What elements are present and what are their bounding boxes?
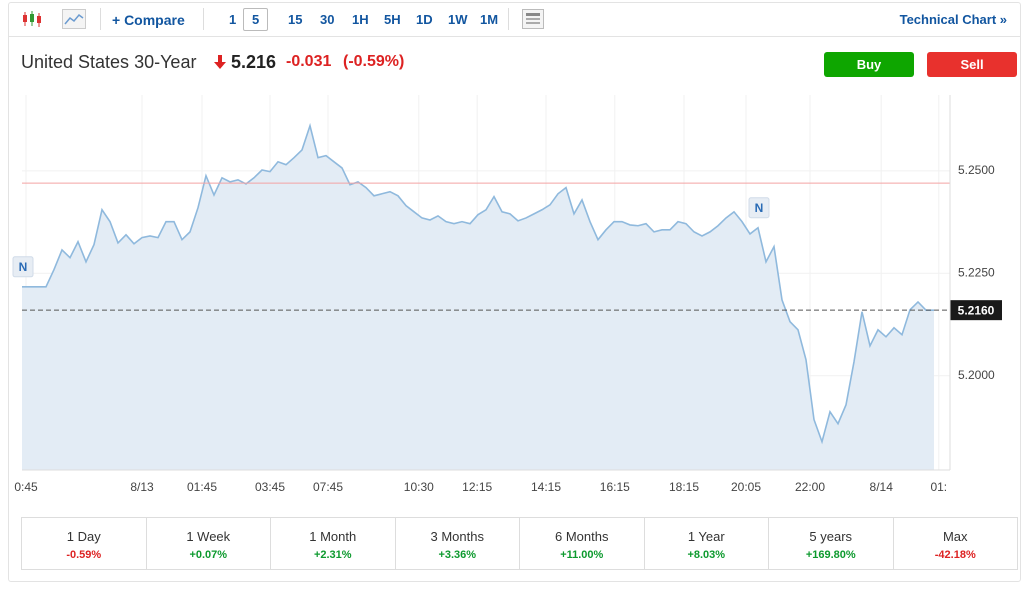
technical-chart-link[interactable]: Technical Chart » <box>899 12 1007 27</box>
toolbar: + Compare Technical Chart » 1 5 15 30 1H 5H 1D… <box>8 2 1021 37</box>
x-tick-label: 0:45 <box>14 480 38 494</box>
period: 6 Months <box>555 529 609 544</box>
x-tick-label: 01: <box>930 480 947 494</box>
separator <box>508 8 509 30</box>
instrument-name: United States 30-Year <box>21 52 197 72</box>
event-marker <box>12 256 34 278</box>
x-tick-label: 14:15 <box>531 480 561 494</box>
buy-button[interactable]: Buy <box>824 52 914 77</box>
x-tick-label: 07:45 <box>313 480 343 494</box>
price-tag <box>950 300 1002 321</box>
period: 1 Day <box>66 529 101 544</box>
separator <box>203 8 204 30</box>
period: 5 years <box>809 529 853 544</box>
x-tick-label: 12:15 <box>462 480 492 494</box>
change: +169.80% <box>805 549 856 561</box>
price-change: -0.031 <box>286 53 332 70</box>
separator <box>100 8 101 30</box>
timeframe-button[interactable]: 5 <box>243 8 269 31</box>
timeframe-button[interactable]: 1M <box>480 12 499 27</box>
timeframe-button[interactable]: 1 <box>229 12 237 27</box>
x-tick-label: 01:45 <box>187 480 217 494</box>
price-tag-label: 5.2160 <box>958 303 995 317</box>
performance-cell: 1 Month +2.31% <box>271 518 396 569</box>
x-tick-label: 16:15 <box>600 480 630 494</box>
timeframe-button[interactable]: 15 <box>288 12 303 27</box>
line-icon[interactable] <box>62 9 86 29</box>
x-tick-label: 8/14 <box>870 480 894 494</box>
performance-cell: Max -42.18% <box>894 518 1018 569</box>
x-tick-label: 22:00 <box>795 480 825 494</box>
compare-button[interactable]: + Compare <box>112 12 185 28</box>
period: 1 Week <box>186 529 231 544</box>
candles-icon[interactable] <box>22 10 44 28</box>
x-tick-label: 8/13 <box>130 480 154 494</box>
y-tick-label: 5.2500 <box>958 163 995 177</box>
timeframe-button[interactable]: 1D <box>416 12 433 27</box>
price-line <box>22 122 934 445</box>
price-change-pct: (-0.59%) <box>343 53 405 70</box>
period: 1 Year <box>687 529 725 544</box>
chart: 0:45 8/13 01:45 03:45 07:45 10:30 12:15 14:15 16… <box>12 95 1002 494</box>
performance-cell: 3 Months +3.36% <box>396 518 520 569</box>
event-marker-label: N <box>755 201 764 215</box>
performance-cell: 1 Year +8.03% <box>645 518 769 569</box>
period: 3 Months <box>430 529 484 544</box>
x-tick-label: 20:05 <box>731 480 761 494</box>
x-tick-label: 03:45 <box>255 480 285 494</box>
x-tick-label: 18:15 <box>669 480 699 494</box>
change: +8.03% <box>687 549 726 561</box>
timeframe-button[interactable]: 30 <box>320 12 335 27</box>
performance-cell: 6 Months +11.00% <box>520 518 645 569</box>
change: +11.00% <box>560 549 604 561</box>
event-marker-label: N <box>19 260 28 274</box>
layout-icon[interactable] <box>522 9 544 29</box>
period: Max <box>942 529 968 544</box>
period: 1 Month <box>309 529 357 544</box>
performance-cell: 1 Week +0.07% <box>147 518 271 569</box>
area-fill <box>22 125 934 470</box>
y-tick-label: 5.2000 <box>958 368 995 382</box>
performance-cell: 1 Day -0.59% <box>22 518 147 569</box>
timeframe-button[interactable]: 1W <box>448 12 468 27</box>
change: +2.31% <box>313 549 352 561</box>
x-tick-label: 10:30 <box>404 480 434 494</box>
change: +3.36% <box>438 549 477 561</box>
change: +0.07% <box>189 549 228 561</box>
y-tick-label: 5.2250 <box>958 265 995 279</box>
widget-frame <box>8 2 1021 582</box>
sell-button[interactable]: Sell <box>927 52 1017 77</box>
change: -42.18% <box>934 549 976 561</box>
down-arrow <box>214 55 226 69</box>
performance-cell: 5 years +169.80% <box>769 518 894 569</box>
event-marker <box>748 197 770 219</box>
change: -0.59% <box>66 549 102 561</box>
timeframe-button[interactable]: 1H <box>352 12 369 27</box>
timeframe-button[interactable]: 5H <box>384 12 401 27</box>
performance-table: 1 Day -0.59% 1 Week +0.07% 1 Month +2.31% 3 Mo… <box>21 517 1018 570</box>
price: 5.216 <box>231 52 277 72</box>
